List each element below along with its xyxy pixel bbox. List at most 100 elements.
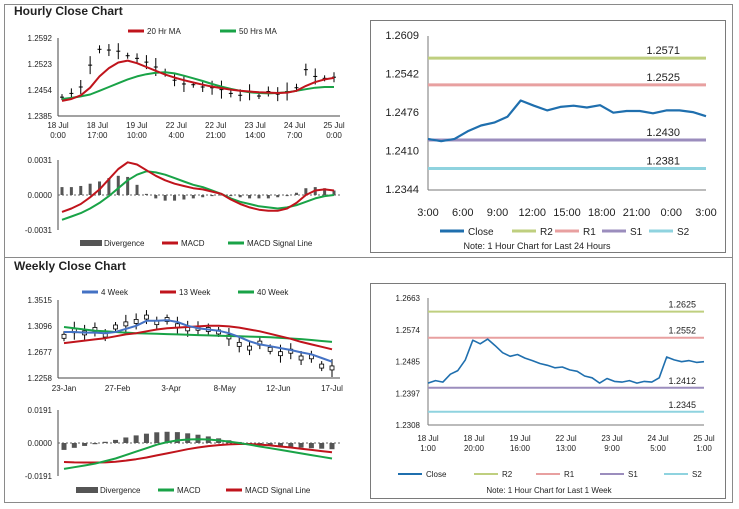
weekly-pivots-xtick-label: 16:00 — [510, 444, 531, 453]
weekly-pivots-xtick-label: 13:00 — [556, 444, 577, 453]
hourly-divergence-bar — [266, 195, 270, 199]
hourly-pivots-xtick-label: 3:00 — [417, 207, 438, 219]
weekly-candle-body — [61, 333, 67, 339]
weekly-divergence-bar — [92, 443, 98, 445]
weekly-divergence-bar — [61, 443, 67, 450]
weekly-divergence-bar — [288, 443, 294, 448]
weekly-pivots-xtick-label: 23 Jul — [601, 434, 623, 443]
weekly-divergence-bar — [174, 432, 180, 443]
weekly-divergence-bar — [154, 432, 160, 443]
hourly-macd-legend-label: MACD — [181, 239, 205, 248]
weekly-pivots-xtick-label: 19 Jul — [509, 434, 531, 443]
hourly-divergence-bar — [69, 187, 73, 195]
hourly-r1-level-label: 1.2525 — [646, 72, 680, 84]
weekly-price-xtick-label: 17-Jul — [321, 384, 343, 393]
hourly-pivots-ytick-label: 1.2410 — [385, 146, 419, 158]
weekly-s2-level-label: 1.2345 — [668, 400, 696, 410]
hourly-divergence-bar — [248, 195, 252, 199]
hourly-pivots-legend-label: S1 — [630, 227, 643, 238]
weekly-divergence-bar — [185, 433, 191, 443]
weekly-pivots-xtick-label: 5:00 — [650, 444, 666, 453]
weekly-pivots-xtick-label: 25 Jul — [693, 434, 715, 443]
weekly-divergence-bar — [329, 443, 335, 450]
hourly-divergence-bar — [107, 178, 111, 195]
weekly-pivots-legend-label: S2 — [692, 470, 702, 479]
hourly-price-xtick-label: 10:00 — [127, 131, 148, 140]
hourly-divergence-legend-label: Divergence — [104, 239, 145, 248]
hourly-s1-level-label: 1.2430 — [646, 127, 680, 139]
weekly-candle-body — [133, 319, 139, 324]
weekly-divergence-bar — [71, 443, 77, 448]
weekly-macd-line — [63, 438, 333, 470]
weekly-macd-ytick-label: -0.0191 — [25, 472, 53, 481]
weekly-close-line — [427, 338, 705, 384]
hourly-divergence-bar — [201, 195, 205, 198]
section-divider — [4, 257, 733, 258]
hourly-price-xtick-label: 22 Jul — [205, 121, 227, 130]
weekly-price-xtick-label: 23-Jan — [52, 384, 76, 393]
weekly-candle-body — [329, 365, 335, 371]
hourly-divergence-bar — [304, 188, 308, 195]
weekly-s1-level-label: 1.2412 — [668, 376, 696, 386]
hourly-pivots-ytick-label: 1.2344 — [385, 184, 419, 196]
hourly-divergence-bar — [154, 195, 158, 199]
hourly-ma20-line — [61, 59, 335, 102]
weekly-pivots-xtick-label: 18 Jul — [463, 434, 485, 443]
hourly-divergence-bar — [88, 183, 92, 195]
hourly-divergence-bar — [210, 195, 214, 197]
weekly-price-xtick-label: 3-Apr — [161, 384, 181, 393]
hourly-pivots-ytick-label: 1.2542 — [385, 69, 419, 81]
hourly-r2-level-label: 1.2571 — [646, 45, 680, 57]
weekly-price-ytick-label: 1.2677 — [28, 348, 53, 357]
weekly-pivots-ytick-label: 1.2397 — [396, 389, 421, 398]
hourly-divergence-bar — [163, 195, 167, 201]
hourly-pivots-xtick-label: 9:00 — [487, 207, 508, 219]
hourly-divergence-bar — [332, 190, 336, 195]
weekly-divergence-legend-label: Divergence — [100, 486, 141, 495]
hourly-divergence-bar — [257, 195, 261, 199]
hourly-divergence-bar — [276, 195, 280, 198]
weekly-w4-legend-label: 4 Week — [101, 288, 129, 297]
hourly-divergence-bar — [79, 185, 83, 195]
weekly-pivots-legend-label: R2 — [502, 470, 513, 479]
weekly-signal-line — [63, 443, 333, 464]
hourly-divergence-bar — [294, 192, 298, 195]
weekly-price-ytick-label: 1.2258 — [28, 374, 53, 383]
hourly-price-xtick-label: 7:00 — [287, 131, 303, 140]
weekly-candle-body — [278, 351, 283, 357]
hourly-price-xtick-label: 24 Jul — [284, 121, 306, 130]
weekly-divergence-bar — [298, 443, 304, 448]
hourly-divergence-legend-swatch — [80, 240, 102, 246]
hourly-price-xtick-label: 4:00 — [168, 131, 184, 140]
hourly-s2-level-label: 1.2381 — [646, 155, 680, 167]
hourly-divergence-bar — [229, 195, 233, 197]
hourly-pivots-ytick-label: 1.2476 — [385, 107, 419, 119]
hourly-divergence-bar — [135, 184, 139, 195]
hourly-pivots-note: Note: 1 Hour Chart for Last 24 Hours — [463, 241, 611, 251]
weekly-w13-legend-label: 13 Week — [179, 288, 211, 297]
weekly-w40-legend-label: 40 Week — [257, 288, 289, 297]
weekly-pivots-note: Note: 1 Hour Chart for Last 1 Week — [486, 486, 612, 495]
hourly-price-xtick-label: 18 Jul — [87, 121, 109, 130]
weekly-macd-ytick-label: 0.0000 — [28, 439, 53, 448]
hourly-divergence-bar — [60, 187, 64, 195]
weekly-pivots-xtick-label: 22 Jul — [555, 434, 577, 443]
weekly-pivots-ytick-label: 1.2308 — [396, 421, 421, 430]
hourly-pivots-xtick-label: 0:00 — [661, 207, 682, 219]
hourly-section-title: Hourly Close Chart — [14, 4, 123, 18]
weekly-signal-legend-label: MACD Signal Line — [245, 486, 311, 495]
hourly-pivots-legend-label: Close — [468, 227, 494, 238]
hourly-price-ytick-label: 1.2454 — [28, 86, 53, 95]
weekly-pivots-xtick-label: 9:00 — [604, 444, 620, 453]
hourly-price-xtick-label: 21:00 — [206, 131, 227, 140]
hourly-divergence-bar — [323, 188, 327, 195]
hourly-price-xtick-label: 22 Jul — [166, 121, 188, 130]
weekly-divergence-legend-swatch — [76, 487, 98, 493]
hourly-signal-legend-label: MACD Signal Line — [247, 239, 313, 248]
hourly-ma50-legend-label: 50 Hrs MA — [239, 27, 277, 36]
hourly-divergence-bar — [116, 175, 120, 195]
weekly-pivots-ytick-label: 1.2485 — [396, 358, 421, 367]
weekly-w4-line — [64, 319, 333, 363]
weekly-pivots-xtick-label: 1:00 — [696, 444, 712, 453]
